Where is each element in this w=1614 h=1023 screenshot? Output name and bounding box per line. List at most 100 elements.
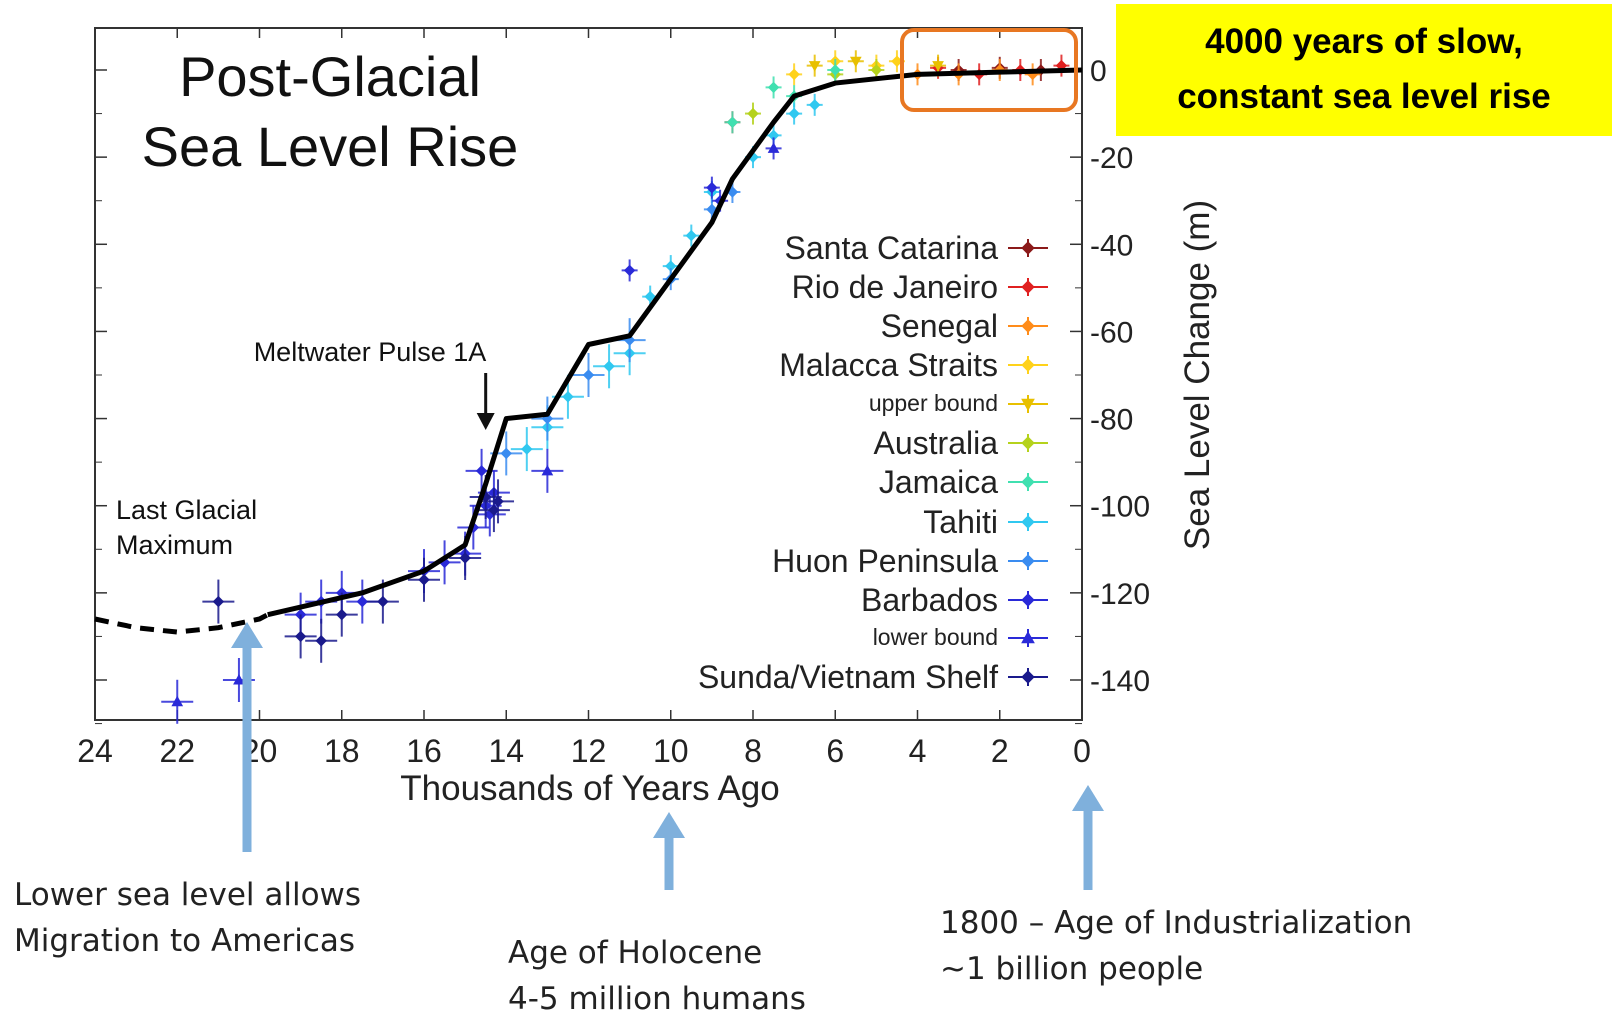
industrialization-callout: 1800 – Age of Industrialization ~1 billi… (940, 900, 1412, 992)
x-tick-label: 22 (159, 733, 195, 769)
meltwater-pulse-label: Meltwater Pulse 1A (254, 337, 487, 367)
point-tahiti (644, 290, 656, 303)
y-tick-label: 0 (1090, 55, 1107, 88)
point-lower-bound (767, 142, 780, 153)
chart-title-line: Post-Glacial (179, 45, 481, 108)
x-tick-label: 14 (488, 733, 524, 769)
point-barbados (623, 264, 636, 277)
point-sunda-vietnam-shelf (212, 595, 225, 608)
legend-marker (1021, 280, 1035, 294)
legend-marker (1021, 436, 1035, 450)
point-huon-peninsula (582, 369, 595, 381)
point-tahiti (521, 443, 533, 455)
y-tick-label: -80 (1090, 404, 1133, 437)
point-jamaica (726, 116, 739, 128)
migration-callout-line2: Migration to Americas (14, 923, 356, 959)
holocene-callout-line1: Age of Holocene (508, 935, 763, 971)
point-australia (747, 107, 759, 120)
point-barbados (475, 465, 488, 477)
legend-marker (1021, 554, 1035, 568)
industrialization-arrow-head (1072, 785, 1104, 811)
point-sunda-vietnam-shelf (377, 595, 389, 608)
point-huon-peninsula (500, 447, 512, 460)
x-tick-label: 0 (1073, 733, 1091, 769)
legend-label: Tahiti (923, 504, 998, 540)
y-axis-label: Sea Level Change (m) (1178, 200, 1217, 550)
fit-curve-dashed (94, 612, 269, 635)
point-sunda-vietnam-shelf (492, 495, 504, 508)
meltwater-arrow-head (476, 413, 495, 430)
x-tick-label: 12 (571, 733, 607, 769)
fit-curve-solid (267, 67, 1083, 618)
x-tick-label: 24 (77, 733, 113, 769)
point-upper-bound (932, 61, 944, 72)
legend-label: Rio de Janeiro (792, 269, 998, 305)
legend-label: Malacca Straits (779, 347, 998, 383)
point-barbados (356, 595, 369, 608)
holocene-arrow-head (653, 812, 685, 838)
point-malacca-straits (788, 68, 800, 81)
chart-title: Post-Glacial Sea Level Rise (142, 45, 519, 178)
chart-annotations: Meltwater Pulse 1A Last Glacial Maximum (116, 337, 495, 560)
legend-label: Sunda/Vietnam Shelf (698, 659, 998, 695)
point-sunda-vietnam-shelf (294, 630, 307, 643)
legend-label: Australia (874, 425, 999, 461)
x-axis-label: Thousands of Years Ago (400, 769, 779, 808)
y-tick-label: -120 (1090, 578, 1150, 611)
legend-marker (1021, 593, 1035, 607)
point-lower-bound (233, 673, 245, 685)
slow-rise-callout-line2: constant sea level rise (1177, 77, 1551, 116)
point-sunda-vietnam-shelf (336, 608, 348, 621)
slow-rise-callout-line1: 4000 years of slow, (1205, 22, 1523, 61)
point-upper-bound (849, 56, 862, 68)
axis-labels: Thousands of Years Ago Sea Level Change (… (400, 200, 1217, 808)
point-sunda-vietnam-shelf (418, 574, 430, 586)
x-tick-label: 6 (826, 733, 844, 769)
x-tick-label: 2 (991, 733, 1009, 769)
legend-marker (1021, 398, 1035, 412)
fit-curve (94, 67, 1083, 635)
slow-rise-callout: 4000 years of slow, constant sea level r… (1116, 4, 1612, 136)
point-sunda-vietnam-shelf (459, 552, 471, 564)
legend-marker (1021, 319, 1035, 333)
point-tahiti (603, 360, 615, 372)
x-tick-label: 18 (324, 733, 360, 769)
migration-callout-line1: Lower sea level allows (14, 877, 362, 913)
legend-label: upper bound (869, 390, 998, 416)
y-tick-label: -60 (1090, 316, 1133, 349)
axis-ticks: 24 22 20 18 16 14 12 10 8 6 4 2 00-20-40-60-80-100-1… (77, 28, 1150, 769)
legend-label: Santa Catarina (785, 230, 999, 266)
point-tahiti (788, 107, 800, 120)
legend-label: Barbados (861, 582, 998, 618)
callout-overlay (231, 28, 1104, 890)
legend-marker (1021, 630, 1035, 644)
point-tahiti (685, 229, 698, 242)
point-jamaica (829, 64, 841, 76)
y-tick-label: -40 (1090, 229, 1133, 262)
x-tick-label: 4 (909, 733, 927, 769)
x-tick-label: 10 (653, 733, 689, 769)
legend-marker (1021, 358, 1035, 372)
point-lower-bound (541, 464, 554, 476)
migration-callout: Lower sea level allows Migration to Amer… (14, 872, 361, 964)
y-tick-label: -20 (1090, 142, 1133, 175)
legend-marker (1021, 670, 1035, 684)
holocene-callout: Age of Holocene 4-5 million humans (508, 930, 806, 1022)
legend-label: Senegal (881, 308, 998, 344)
point-australia (870, 64, 883, 76)
point-jamaica (767, 81, 780, 94)
legend-label: Huon Peninsula (772, 543, 998, 579)
legend-marker (1021, 241, 1035, 255)
point-barbados (706, 181, 718, 194)
point-tahiti (808, 99, 821, 111)
legend-label: lower bound (873, 624, 998, 650)
industrialization-callout-line2: ~1 billion people (940, 951, 1204, 987)
chart-title-line: Sea Level Rise (142, 115, 519, 178)
last-glacial-maximum-label: Maximum (116, 530, 233, 560)
point-lower-bound (171, 695, 184, 707)
point-huon-peninsula (706, 203, 718, 216)
legend-label: Jamaica (879, 464, 998, 500)
last-glacial-maximum-label: Last Glacial (116, 495, 257, 525)
